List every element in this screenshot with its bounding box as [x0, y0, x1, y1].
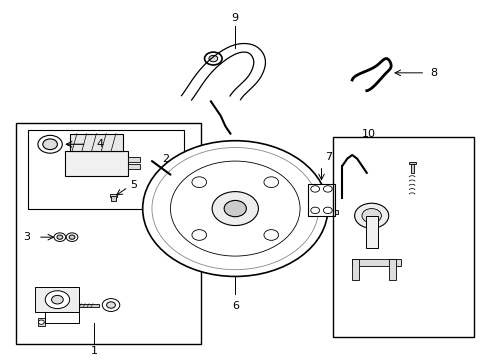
Text: 2: 2: [162, 154, 170, 163]
Circle shape: [43, 139, 57, 150]
Text: 5: 5: [130, 180, 138, 190]
Bar: [352, 258, 401, 266]
Bar: [38, 318, 45, 327]
Circle shape: [264, 177, 279, 188]
Bar: [111, 197, 116, 201]
Circle shape: [323, 186, 332, 192]
Circle shape: [38, 320, 44, 324]
Bar: [70, 134, 123, 152]
Text: 3: 3: [24, 232, 30, 242]
Circle shape: [51, 296, 63, 304]
Bar: [411, 164, 414, 173]
Circle shape: [69, 235, 75, 239]
Circle shape: [311, 207, 319, 213]
Bar: [128, 157, 140, 162]
Circle shape: [204, 52, 222, 65]
Circle shape: [45, 291, 70, 309]
Circle shape: [57, 235, 63, 239]
Circle shape: [323, 207, 332, 213]
Text: 1: 1: [91, 346, 98, 356]
Circle shape: [171, 161, 300, 256]
Circle shape: [54, 233, 66, 242]
Circle shape: [212, 192, 258, 226]
Bar: [16, 123, 201, 344]
Bar: [28, 130, 184, 208]
Circle shape: [38, 135, 62, 153]
Circle shape: [355, 203, 389, 228]
Bar: [65, 152, 128, 176]
Circle shape: [152, 148, 318, 270]
Circle shape: [362, 208, 381, 223]
Circle shape: [264, 230, 279, 240]
Text: 6: 6: [232, 301, 239, 311]
Bar: [328, 210, 338, 214]
Bar: [333, 137, 474, 337]
Bar: [352, 258, 360, 280]
Text: 9: 9: [232, 13, 239, 23]
Text: 4: 4: [97, 139, 103, 149]
Bar: [35, 287, 79, 312]
Circle shape: [311, 186, 319, 192]
Bar: [79, 303, 99, 307]
Bar: [409, 162, 416, 164]
Circle shape: [66, 233, 78, 242]
Circle shape: [143, 141, 328, 276]
Bar: [366, 216, 377, 248]
Text: 10: 10: [362, 129, 376, 139]
Circle shape: [102, 298, 120, 311]
Circle shape: [107, 302, 116, 308]
Text: 8: 8: [430, 68, 437, 78]
Bar: [110, 194, 117, 197]
Circle shape: [209, 55, 218, 62]
Bar: [389, 258, 396, 280]
Circle shape: [192, 230, 207, 240]
Bar: [308, 184, 335, 216]
Bar: [128, 164, 140, 169]
Circle shape: [192, 177, 207, 188]
Circle shape: [224, 201, 246, 217]
Text: 7: 7: [325, 152, 333, 162]
